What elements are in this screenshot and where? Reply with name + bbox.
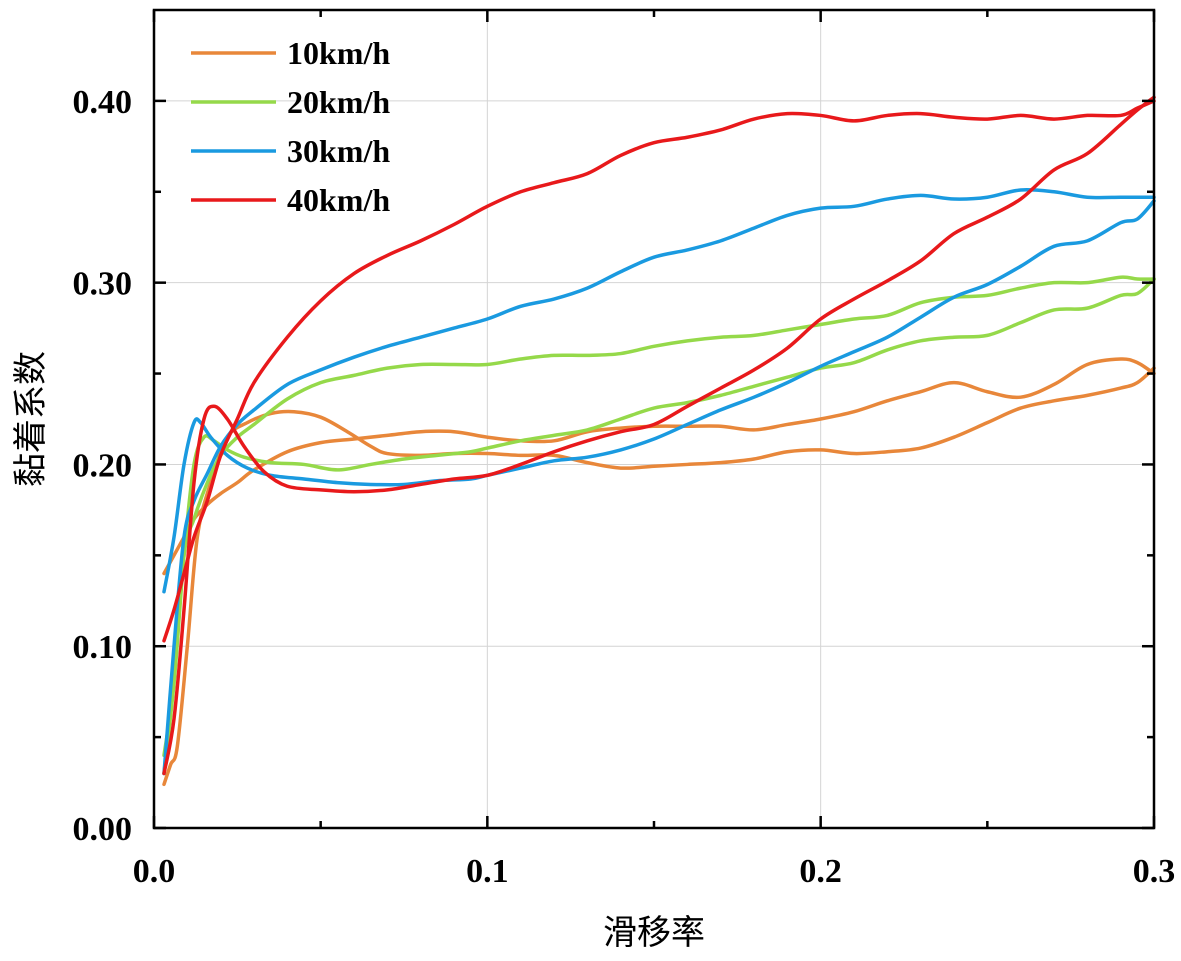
legend-label: 20km/h (287, 84, 390, 120)
tick-labels: 0.0 0.1 0.2 0.3 0.00 0.10 0.20 0.30 0.40 (73, 84, 1176, 890)
series-line-20km-h-branch-2 (162, 275, 1156, 776)
y-tick-label: 0.40 (73, 84, 133, 121)
legend-label: 10km/h (287, 35, 390, 71)
series-line-30km-h-branch-2 (162, 187, 1156, 776)
series-line-30km-h-branch-1 (162, 199, 1156, 594)
series-lines (162, 95, 1156, 787)
legend: 10km/h 20km/h 30km/h 40km/h (191, 35, 390, 218)
y-tick-label: 0.30 (73, 266, 133, 303)
legend-label: 30km/h (287, 133, 390, 169)
x-tick-label: 0.0 (133, 853, 176, 890)
series-line-40km-h-branch-2 (162, 95, 1156, 776)
x-tick-label: 0.3 (1133, 853, 1176, 890)
y-tick-label: 0.10 (73, 629, 133, 666)
legend-label: 40km/h (287, 182, 390, 218)
x-tick-label: 0.1 (466, 853, 509, 890)
y-axis-title: 黏着系数 (11, 351, 51, 487)
grid-lines (154, 10, 1154, 828)
x-axis-title: 滑移率 (603, 913, 705, 953)
series-line-20km-h-branch-1 (162, 277, 1156, 758)
series-line-40km-h-branch-1 (162, 99, 1156, 643)
series-line-10km-h-branch-2 (162, 366, 1156, 787)
x-tick-label: 0.2 (799, 853, 842, 890)
axis-ticks (152, 10, 1156, 830)
y-tick-label: 0.00 (73, 811, 133, 848)
series-line-10km-h-branch-1 (162, 357, 1156, 576)
y-tick-label: 0.20 (73, 447, 133, 484)
